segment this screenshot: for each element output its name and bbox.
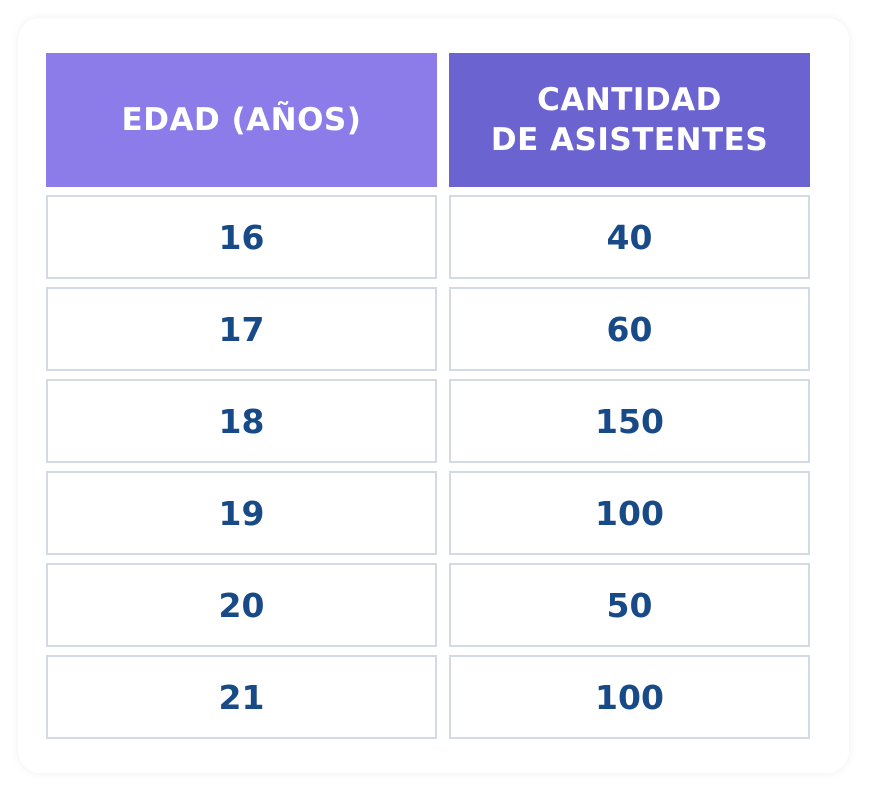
cell-attendees: 50: [449, 563, 810, 647]
header-attendees: CANTIDAD DE ASISTENTES: [449, 53, 810, 187]
cell-age: 18: [46, 379, 437, 463]
cell-age: 19: [46, 471, 437, 555]
cell-attendees: 100: [449, 655, 810, 739]
cell-age: 16: [46, 195, 437, 279]
cell-age: 17: [46, 287, 437, 371]
cell-age: 20: [46, 563, 437, 647]
cell-attendees: 40: [449, 195, 810, 279]
cell-age: 21: [46, 655, 437, 739]
cell-attendees: 60: [449, 287, 810, 371]
cell-attendees: 100: [449, 471, 810, 555]
header-age: EDAD (AÑOS): [46, 53, 437, 187]
cell-attendees: 150: [449, 379, 810, 463]
